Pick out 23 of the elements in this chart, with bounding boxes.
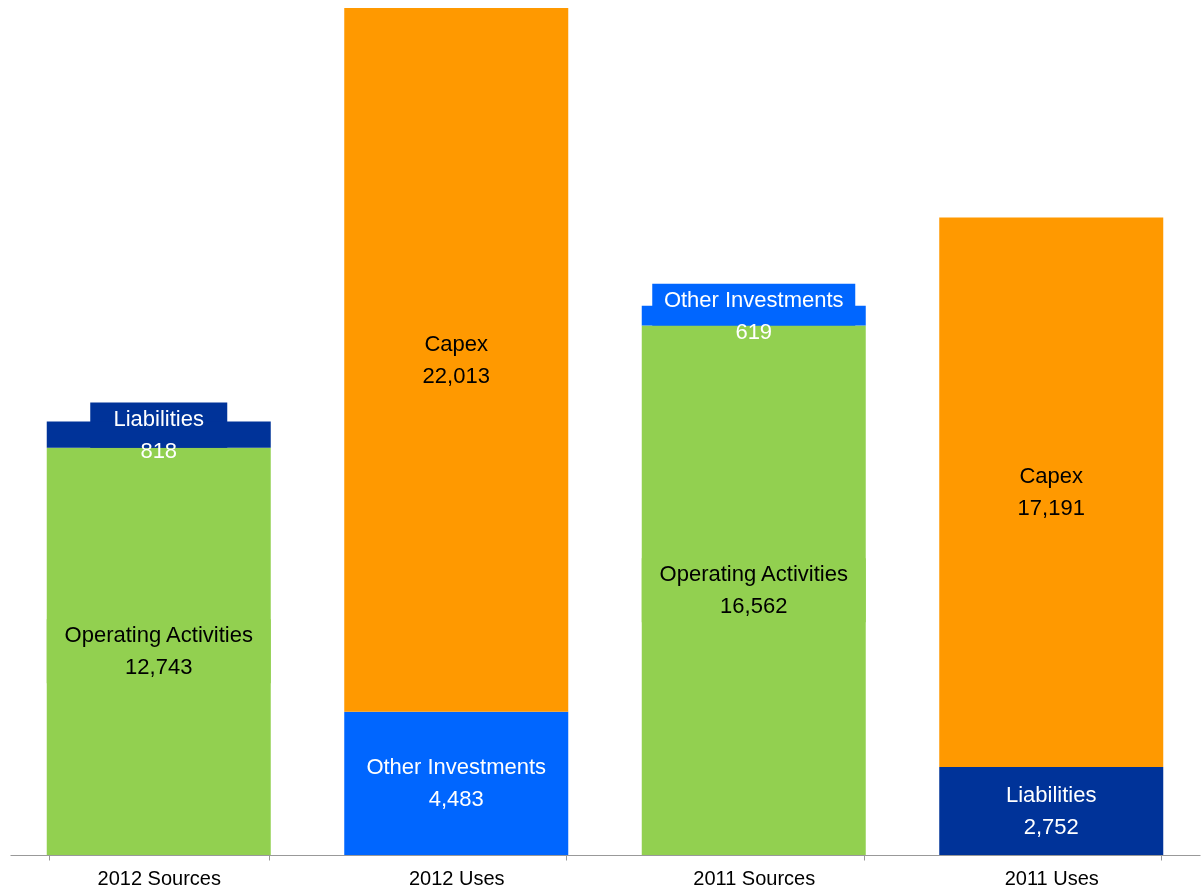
series-label: Operating Activities xyxy=(64,622,253,648)
bar xyxy=(344,711,569,855)
text: Liabilities xyxy=(1006,782,1097,808)
x-tick-label: 2011 Sources xyxy=(693,866,816,889)
bar xyxy=(939,767,1164,855)
series-label: Other Investments xyxy=(663,286,844,312)
text: Other Investments xyxy=(366,754,547,780)
data-label: 17,191 xyxy=(1017,495,1085,521)
data-label: 2,752 xyxy=(1023,814,1079,840)
x-tick-label: 2012 Sources xyxy=(97,866,221,889)
series-label: Liabilities xyxy=(113,405,204,431)
data-label: 16,562 xyxy=(720,593,788,619)
bar xyxy=(939,217,1164,768)
text: Capex xyxy=(1019,463,1084,489)
data-label: 4,483 xyxy=(428,786,484,812)
data-label: 619 xyxy=(735,318,773,344)
data-label: 22,013 xyxy=(422,362,490,388)
text: Operating Activities xyxy=(659,561,848,587)
bar xyxy=(344,8,569,712)
data-label: 12,743 xyxy=(125,654,193,680)
x-tick-label: 2011 Uses xyxy=(1004,866,1099,889)
series-label: Capex xyxy=(424,330,489,356)
x-tick-label: 2012 Uses xyxy=(408,866,505,889)
